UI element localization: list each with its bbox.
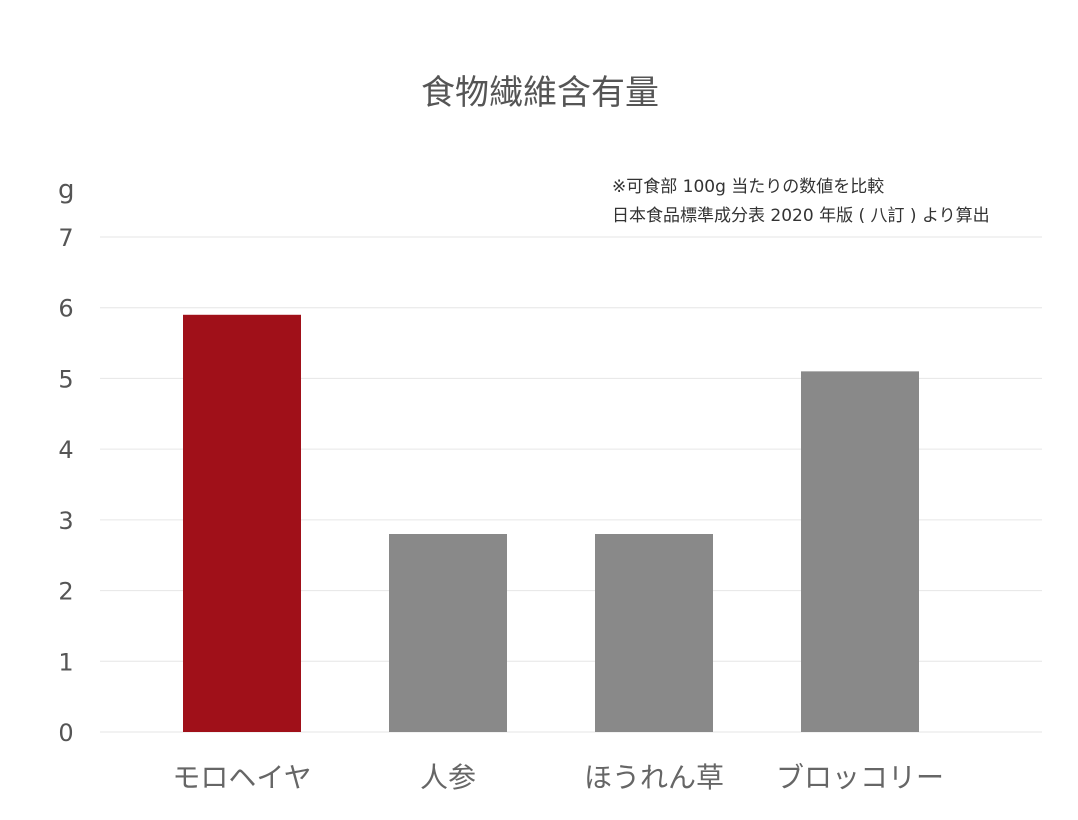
category-label-2: ほうれん草: [584, 761, 724, 794]
bar-0: [183, 314, 301, 732]
y-tick-label: 6: [58, 295, 73, 323]
bar-1: [389, 534, 507, 732]
bars: [183, 314, 919, 732]
bar-3: [801, 371, 919, 732]
category-labels: モロヘイヤ 人参 ほうれん草 ブロッコリー: [172, 761, 944, 794]
chart-note-line-2: 日本食品標準成分表 2020 年版 ( 八訂 ) より算出: [612, 206, 990, 226]
chart-note-line-1: ※可食部 100g 当たりの数値を比較: [612, 177, 884, 197]
y-tick-label: 7: [58, 224, 73, 252]
y-axis-ticks: 0 1 2 3 4 5 6 7: [58, 224, 73, 747]
y-axis-unit-label: g: [58, 175, 75, 205]
y-tick-label: 2: [58, 578, 73, 606]
y-tick-label: 1: [58, 648, 73, 676]
y-tick-label: 3: [58, 507, 73, 535]
category-label-3: ブロッコリー: [776, 761, 944, 794]
chart-title: 食物繊維含有量: [421, 73, 659, 113]
y-tick-label: 5: [58, 365, 73, 393]
category-label-1: 人参: [420, 761, 476, 794]
y-tick-label: 0: [58, 719, 73, 747]
category-label-0: モロヘイヤ: [172, 761, 311, 794]
y-tick-label: 4: [58, 436, 73, 464]
bar-2: [595, 534, 713, 732]
